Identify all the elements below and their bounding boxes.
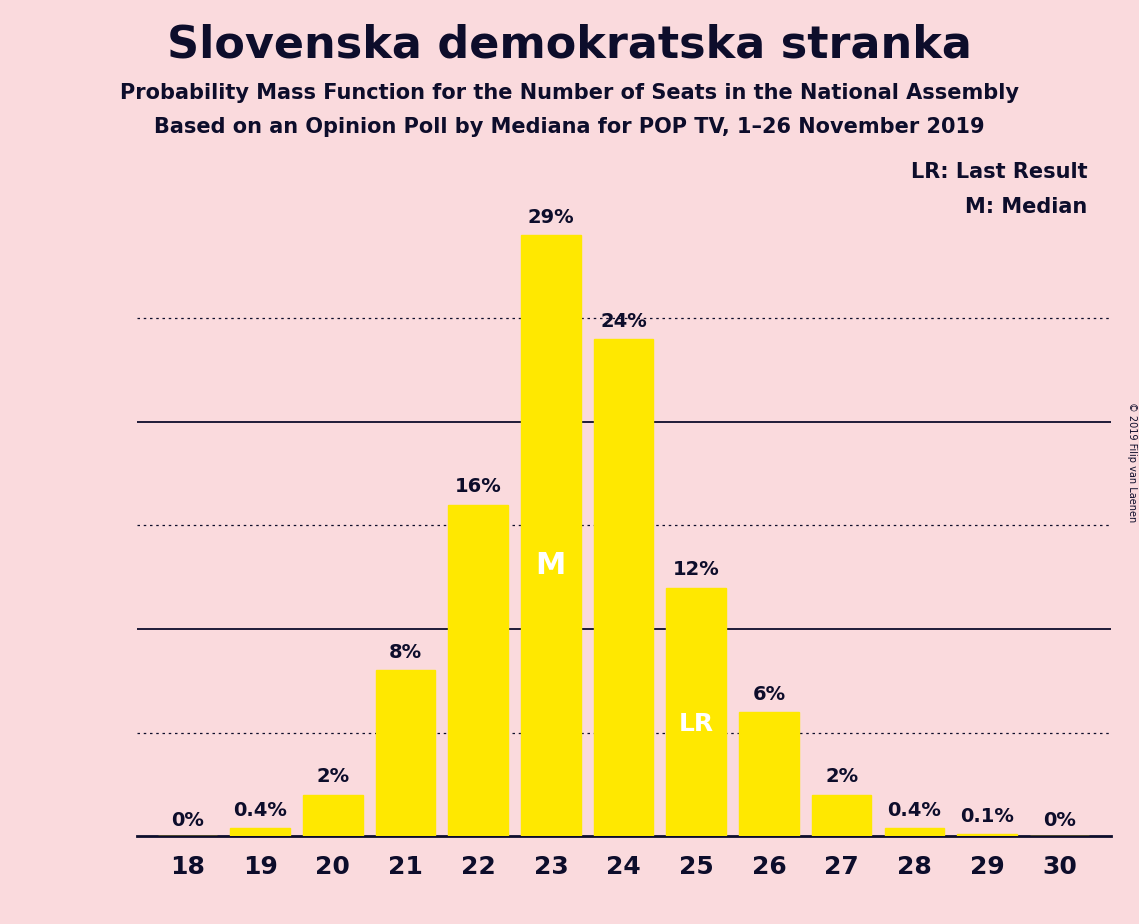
Text: M: M [535, 552, 566, 580]
Text: 8%: 8% [390, 643, 423, 663]
Text: 0.1%: 0.1% [960, 807, 1014, 826]
Bar [376, 671, 435, 836]
Text: Based on an Opinion Poll by Mediana for POP TV, 1–26 November 2019: Based on an Opinion Poll by Mediana for … [154, 117, 985, 138]
Text: 2%: 2% [317, 768, 350, 786]
Bar [739, 711, 798, 836]
Bar [812, 795, 871, 836]
Text: © 2019 Filip van Laenen: © 2019 Filip van Laenen [1126, 402, 1137, 522]
Text: 29%: 29% [527, 208, 574, 227]
Bar [666, 588, 726, 836]
Bar [449, 505, 508, 836]
Bar [230, 828, 290, 836]
Text: M: Median: M: Median [966, 197, 1088, 217]
Text: 6%: 6% [753, 685, 786, 703]
Text: 0%: 0% [171, 811, 204, 830]
Text: 24%: 24% [600, 311, 647, 331]
Bar [593, 339, 654, 836]
Text: LR: Last Result: LR: Last Result [911, 162, 1088, 182]
Bar [885, 828, 944, 836]
Text: Probability Mass Function for the Number of Seats in the National Assembly: Probability Mass Function for the Number… [120, 83, 1019, 103]
Text: 0.4%: 0.4% [233, 800, 287, 820]
Text: 0.4%: 0.4% [887, 800, 941, 820]
Text: 2%: 2% [825, 768, 858, 786]
Text: 0%: 0% [1043, 811, 1076, 830]
Text: Slovenska demokratska stranka: Slovenska demokratska stranka [167, 23, 972, 67]
Text: 12%: 12% [673, 560, 720, 579]
Bar [522, 236, 581, 836]
Bar [957, 834, 1017, 836]
Bar [303, 795, 362, 836]
Text: LR: LR [679, 712, 714, 736]
Text: 16%: 16% [454, 478, 501, 496]
